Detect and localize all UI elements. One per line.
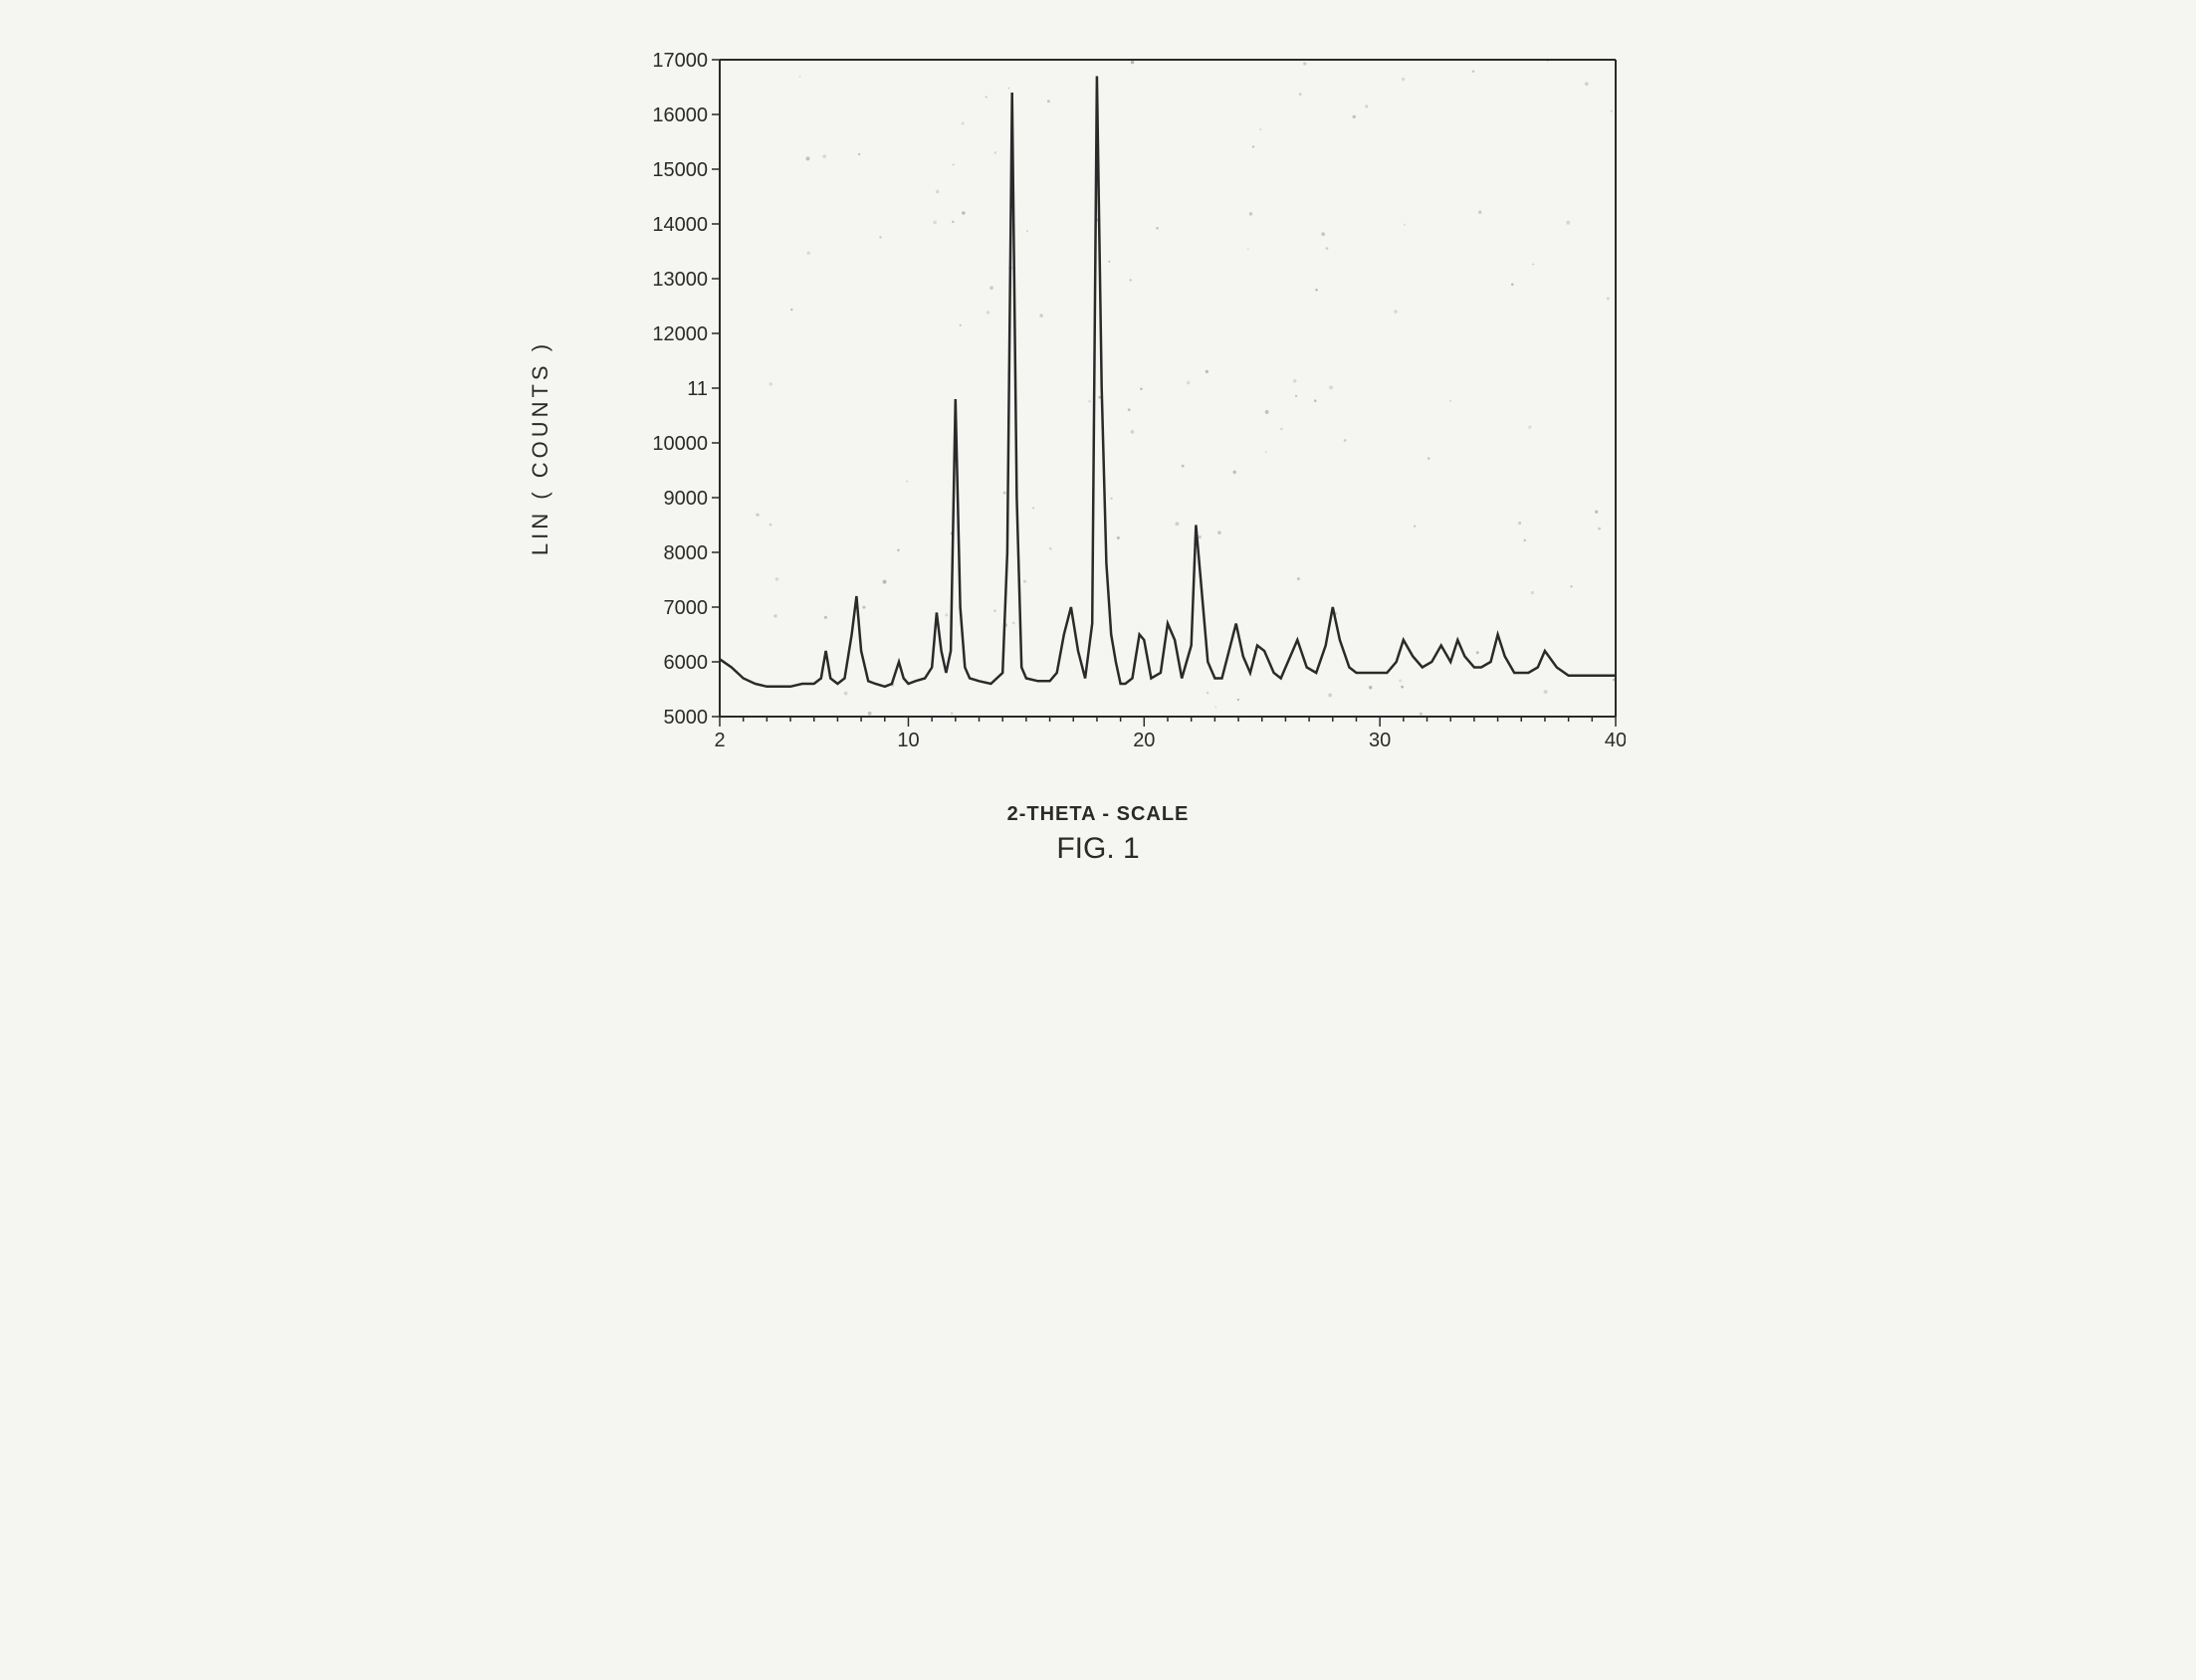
svg-text:6000: 6000 [664,652,709,674]
x-axis-label: 2-THETA - SCALE [1007,803,1190,826]
svg-text:5000: 5000 [664,707,709,729]
svg-text:15000: 15000 [652,159,708,181]
y-axis-label: LIN ( COUNTS ) [528,340,553,555]
svg-text:16000: 16000 [652,105,708,126]
svg-text:30: 30 [1369,730,1391,751]
svg-text:7000: 7000 [664,597,709,619]
svg-text:9000: 9000 [664,488,709,510]
svg-text:2: 2 [714,730,725,751]
plot-area: 5000 6000 7000 8000 9000 10000 11 12000 13000 140… [650,50,1626,766]
figure-label: FIG. 1 [1056,832,1139,866]
svg-text:40: 40 [1605,730,1626,751]
svg-text:20: 20 [1133,730,1155,751]
svg-text:10000: 10000 [652,433,708,455]
svg-text:8000: 8000 [664,542,709,564]
svg-text:14000: 14000 [652,214,708,236]
svg-text:10: 10 [897,730,919,751]
svg-text:13000: 13000 [652,269,708,291]
svg-text:12000: 12000 [652,323,708,345]
plot-svg: 5000 6000 7000 8000 9000 10000 11 12000 13000 140… [650,50,1626,766]
xrd-chart: LIN ( COUNTS ) 5000600070008000900010000… [550,40,1646,856]
svg-text:17000: 17000 [652,50,708,72]
svg-text:11: 11 [687,378,708,400]
